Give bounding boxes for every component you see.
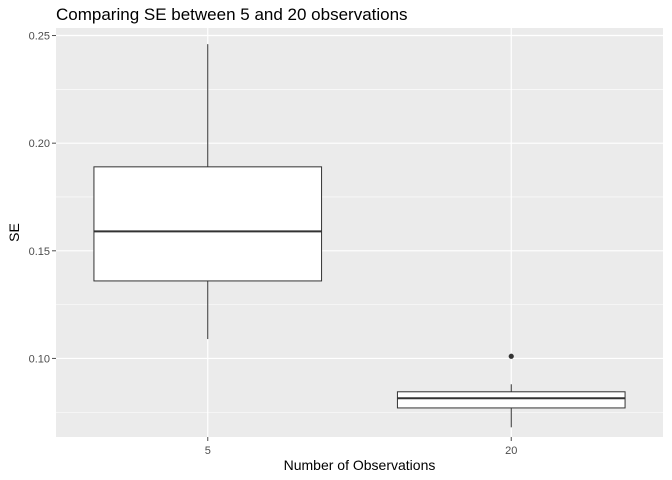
y-axis-title: SE — [6, 223, 22, 242]
boxplot-layer — [93, 44, 626, 428]
iqr-box — [396, 391, 626, 409]
y-tick-label: 0.20 — [29, 138, 50, 150]
boxplot-20 — [396, 353, 626, 428]
y-tick-label: 0.25 — [29, 31, 50, 43]
x-axis-title: Number of Observations — [284, 457, 436, 473]
chart-title: Comparing SE between 5 and 20 observatio… — [56, 5, 408, 24]
boxplot-5 — [93, 44, 323, 340]
y-tick-label: 0.10 — [29, 353, 50, 365]
iqr-box — [93, 166, 323, 282]
x-tick-label: 20 — [505, 445, 517, 457]
x-tick-label: 5 — [205, 445, 211, 457]
y-tick-label: 0.15 — [29, 246, 50, 258]
axis-layer: 0.10 0.15 0.20 0.25 5 20 — [29, 31, 518, 457]
outlier-point — [508, 353, 514, 359]
